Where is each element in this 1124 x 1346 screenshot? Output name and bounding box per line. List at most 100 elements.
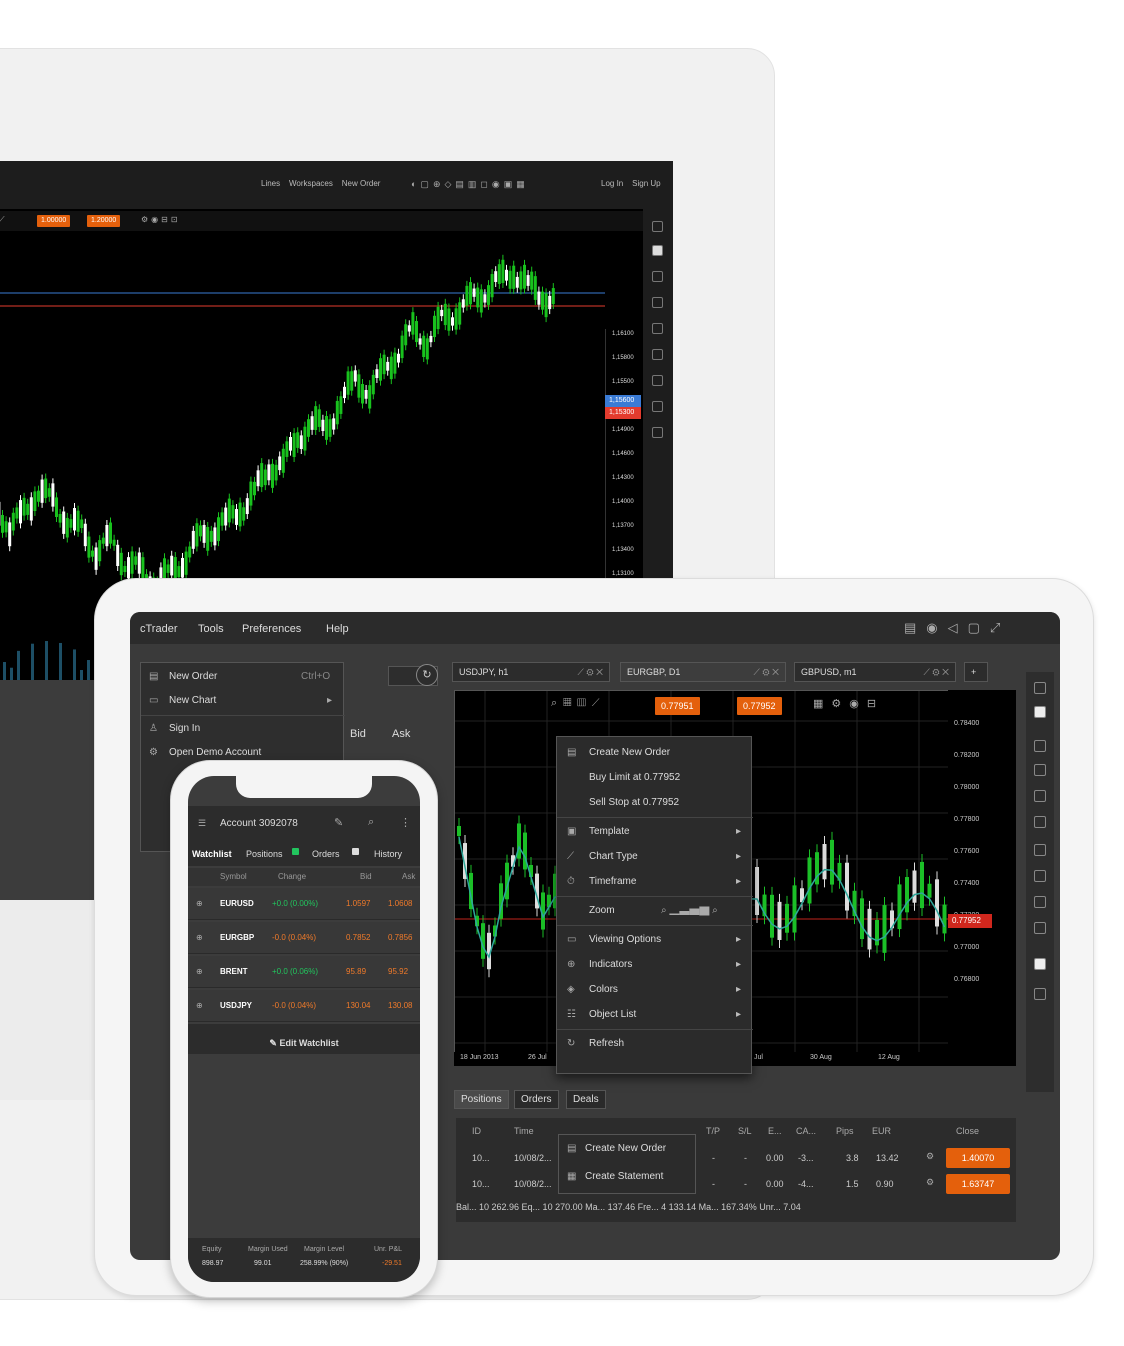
add-tab-button[interactable]: + bbox=[964, 662, 988, 682]
square-icon[interactable] bbox=[1034, 958, 1046, 970]
search-icon[interactable]: ⌕ bbox=[368, 816, 375, 828]
crosshair-icon[interactable] bbox=[1034, 764, 1046, 776]
window-icon[interactable] bbox=[1034, 706, 1046, 718]
watchlist-row[interactable]: ⊕ EURGBP -0.0 (0.04%) 0.7852 0.7856 bbox=[188, 922, 420, 954]
table-row[interactable]: 10... 10/08/2... - - 0.00 -3... 3.8 13.42 ⚙ 1.400… bbox=[462, 1148, 1010, 1168]
context-item-template[interactable]: Template bbox=[589, 826, 630, 837]
context-item-buy-limit-at-0-77952[interactable]: Buy Limit at 0.77952 bbox=[589, 772, 681, 783]
pencil-icon[interactable] bbox=[1034, 896, 1046, 908]
cursor-icon[interactable] bbox=[1034, 740, 1046, 752]
chart-icon: ▭ bbox=[149, 695, 159, 706]
watchlist-row[interactable]: ⊕ USDJPY -0.0 (0.04%) 130.04 130.08 bbox=[188, 990, 420, 1022]
table-row[interactable]: 10... 10/08/2... - - 0.00 -4... 1.5 0.90 ⚙ 1.6374… bbox=[462, 1174, 1010, 1194]
crosshair-icon[interactable] bbox=[652, 245, 663, 256]
watchlist-row[interactable]: ⊕ BRENT +0.0 (0.06%) 95.89 95.92 bbox=[188, 956, 420, 988]
tab-eurgbp[interactable]: EURGBP, D1 ⟋ ⚙ ✕ bbox=[620, 662, 786, 682]
menu-item-open-demo[interactable]: Open Demo Account bbox=[169, 747, 262, 758]
sell-price-tag[interactable]: 1.00000 bbox=[37, 215, 71, 227]
candle bbox=[119, 552, 123, 576]
sell-button[interactable]: 0.77951 bbox=[655, 697, 700, 715]
login-link[interactable]: Log In bbox=[601, 179, 624, 188]
toolbar-icons[interactable]: ◐▢⊕◇▤▥◻◉▣▦ bbox=[411, 179, 529, 189]
tab-orders[interactable]: Orders bbox=[514, 1090, 559, 1109]
line-tool-icon[interactable] bbox=[652, 271, 663, 282]
chart-toolbar-icons[interactable]: ⌕▦▥⟋ bbox=[551, 697, 606, 709]
close-position-button[interactable]: 1.63747 bbox=[946, 1174, 1010, 1194]
shape-tool-icon[interactable] bbox=[652, 323, 663, 334]
menu-item-new-chart[interactable]: New Chart bbox=[169, 695, 217, 706]
context-item-object-list[interactable]: Object List bbox=[589, 1009, 637, 1020]
tab-positions[interactable]: Positions bbox=[454, 1090, 509, 1109]
chart-tools-icons[interactable]: ▦⇅⊞⟋ bbox=[0, 215, 8, 224]
trendline-icon[interactable] bbox=[1034, 870, 1046, 882]
tab-history[interactable]: History bbox=[374, 849, 403, 859]
chart-settings-icons[interactable]: ▦⚙◉⊟ bbox=[813, 698, 885, 710]
chart-settings-icons[interactable]: ⚙◉⊟⊡ bbox=[141, 215, 181, 224]
tablet-candlestick-chart[interactable] bbox=[455, 691, 949, 1065]
gear-icon[interactable]: ⚙ bbox=[926, 1177, 935, 1187]
context-item-refresh[interactable]: Refresh bbox=[589, 1038, 625, 1049]
vertical-line-icon[interactable] bbox=[1034, 816, 1046, 828]
horizontal-line-icon[interactable] bbox=[1034, 844, 1046, 856]
ruler-icon[interactable] bbox=[652, 375, 663, 386]
menu-item-create-statement[interactable]: Create Statement bbox=[585, 1171, 664, 1182]
star-icon[interactable]: ⊕ bbox=[196, 933, 203, 942]
tab-watchlist[interactable]: Watchlist bbox=[192, 849, 232, 859]
signup-link[interactable]: Sign Up bbox=[632, 179, 661, 188]
context-item-create-new-order[interactable]: Create New Order bbox=[589, 747, 671, 758]
eraser-icon[interactable] bbox=[1034, 988, 1046, 1000]
context-item-timeframe[interactable]: Timeframe bbox=[589, 876, 637, 887]
menu-new-order[interactable]: New Order bbox=[341, 179, 381, 188]
fibonacci-icon[interactable] bbox=[652, 297, 663, 308]
close-icon[interactable]: ⟋ ⚙ ✕ bbox=[753, 667, 779, 677]
menu-lines[interactable]: Lines bbox=[261, 179, 281, 188]
menu-icon[interactable]: ☰ bbox=[198, 818, 207, 828]
eraser-icon[interactable] bbox=[652, 427, 663, 438]
hand-icon[interactable] bbox=[1034, 790, 1046, 802]
menu-item-create-order[interactable]: Create New Order bbox=[585, 1143, 667, 1154]
buy-price-tag[interactable]: 1.20000 bbox=[87, 215, 121, 227]
menu-tools[interactable]: Tools bbox=[198, 623, 224, 635]
tab-positions[interactable]: Positions bbox=[246, 849, 283, 859]
tab-usdjpy[interactable]: USDJPY, h1 ⟋ ⚙ ✕ bbox=[452, 662, 610, 682]
star-icon[interactable]: ⊕ bbox=[196, 1001, 203, 1010]
star-icon[interactable]: ⊕ bbox=[196, 899, 203, 908]
context-item-viewing-options[interactable]: Viewing Options bbox=[589, 934, 662, 945]
context-item-sell-stop-at-0-77952[interactable]: Sell Stop at 0.77952 bbox=[589, 797, 680, 808]
menu-help[interactable]: Help bbox=[326, 623, 349, 635]
menu-item-sign-in[interactable]: Sign In bbox=[169, 723, 201, 734]
layout-icon[interactable] bbox=[1034, 682, 1046, 694]
context-item-chart-type[interactable]: Chart Type bbox=[589, 851, 638, 862]
zoom-slider[interactable]: ⌕ ▁▃▅▇ ⌕ bbox=[661, 905, 718, 916]
price-tick: 1,13700 bbox=[612, 523, 634, 529]
context-item-indicators[interactable]: Indicators bbox=[589, 959, 633, 970]
tab-orders[interactable]: Orders bbox=[312, 849, 340, 859]
close-position-button[interactable]: 1.40070 bbox=[946, 1148, 1010, 1168]
watchlist-row[interactable]: ⊕ EURUSD +0.0 (0.00%) 1.0597 1.0608 bbox=[188, 888, 420, 920]
feedback-button[interactable]: Feedback 💬 bbox=[936, 1090, 948, 1096]
menu-item-new-order[interactable]: New Order bbox=[169, 671, 218, 682]
menu-ctrader[interactable]: cTrader bbox=[140, 623, 178, 635]
menu-preferences[interactable]: Preferences bbox=[242, 623, 302, 635]
account-title[interactable]: Account 3092078 bbox=[220, 818, 298, 829]
brush-icon[interactable] bbox=[652, 401, 663, 412]
close-icon[interactable]: ⟋ ⚙ ✕ bbox=[923, 667, 949, 677]
fibonacci-icon[interactable] bbox=[1034, 922, 1046, 934]
candle bbox=[544, 293, 548, 318]
more-icon[interactable]: ⋮ bbox=[400, 817, 411, 829]
context-item-zoom[interactable]: Zoom bbox=[589, 905, 615, 916]
edit-icon[interactable]: ✎ bbox=[334, 817, 344, 829]
tab-deals[interactable]: Deals bbox=[566, 1090, 606, 1109]
tab-gbpusd[interactable]: GBPUSD, m1 ⟋ ⚙ ✕ bbox=[794, 662, 956, 682]
close-icon[interactable]: ⟋ ⚙ ✕ bbox=[577, 667, 603, 677]
window-controls-icons[interactable]: ▤◉◁▢⤢ bbox=[904, 620, 1011, 635]
star-icon[interactable]: ⊕ bbox=[196, 967, 203, 976]
gear-icon[interactable]: ⚙ bbox=[926, 1151, 935, 1161]
text-tool-icon[interactable] bbox=[652, 349, 663, 360]
refresh-icon[interactable]: ↻ bbox=[416, 664, 438, 686]
edit-watchlist-button[interactable]: ✎ Edit Watchlist bbox=[188, 1024, 420, 1054]
context-item-colors[interactable]: Colors bbox=[589, 984, 618, 995]
cursor-icon[interactable] bbox=[652, 221, 663, 232]
menu-workspaces[interactable]: Workspaces bbox=[289, 179, 333, 188]
buy-button[interactable]: 0.77952 bbox=[737, 697, 782, 715]
